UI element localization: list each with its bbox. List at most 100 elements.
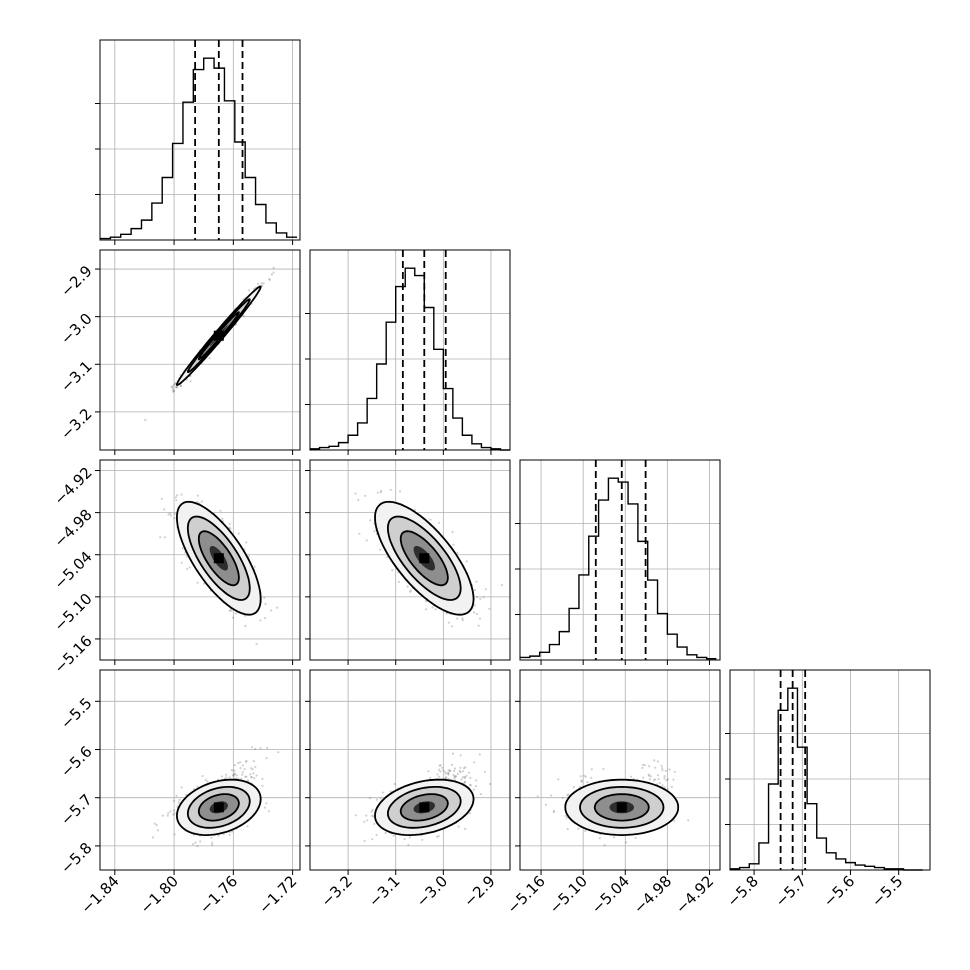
scatter-point (228, 609, 231, 612)
scatter-point (208, 357, 211, 360)
scatter-point (159, 536, 162, 539)
scatter-point (250, 767, 253, 770)
scatter-point (664, 769, 668, 772)
scatter-point (174, 382, 177, 385)
scatter-point (179, 384, 182, 387)
scatter-point (376, 491, 379, 494)
scatter-point (439, 764, 442, 767)
scatter-point (666, 788, 669, 791)
scatter-panel-2-3 (519, 669, 721, 871)
scatter-point (379, 548, 382, 551)
scatter-point (191, 843, 195, 846)
scatter-point (358, 532, 361, 535)
scatter-point (276, 606, 279, 609)
scatter-point (457, 825, 460, 828)
scatter-point (456, 551, 459, 554)
scatter-point (673, 770, 676, 773)
scatter-point (230, 769, 233, 772)
scatter-point (473, 604, 476, 607)
scatter-point (445, 776, 448, 780)
scatter-point (451, 752, 455, 755)
scatter-point (475, 779, 478, 782)
scatter-point (259, 619, 262, 622)
scatter-point (167, 513, 170, 516)
scatter-point (179, 384, 182, 387)
scatter-point (469, 784, 472, 787)
scatter-point (393, 782, 396, 786)
scatter-point (169, 514, 172, 517)
density-peak (213, 330, 224, 341)
scatter-point (194, 841, 197, 844)
scatter-point (170, 385, 173, 388)
scatter-point (364, 494, 367, 497)
panel-content (159, 493, 279, 646)
scatter-point (176, 386, 179, 389)
scatter-point (259, 747, 262, 750)
scatter-point (437, 834, 440, 838)
scatter-point (479, 597, 482, 600)
scatter-point (225, 773, 228, 776)
scatter-point (475, 580, 478, 583)
scatter-point (175, 499, 178, 502)
scatter-point (453, 777, 456, 780)
scatter-point (449, 769, 452, 772)
scatter-point (180, 561, 183, 564)
scatter-point (389, 488, 392, 491)
scatter-point (444, 772, 447, 775)
panel-content (151, 746, 280, 848)
scatter-point (225, 776, 228, 779)
scatter-point (473, 588, 476, 592)
scatter-point (451, 530, 454, 534)
scatter-point (413, 508, 416, 511)
scatter-point (231, 774, 234, 777)
histogram-step-line (730, 687, 923, 871)
scatter-point (235, 777, 239, 780)
scatter-point (169, 810, 172, 813)
scatter-point (373, 530, 376, 533)
scatter-point (233, 764, 237, 767)
scatter-point (429, 518, 432, 521)
scatter-point (663, 786, 666, 789)
scatter-point (196, 785, 199, 788)
scatter-point (268, 278, 271, 281)
scatter-point (424, 599, 427, 603)
scatter-point (483, 770, 486, 773)
scatter-point (482, 596, 485, 599)
scatter-point (458, 769, 461, 773)
scatter-point (192, 788, 195, 791)
scatter-point (552, 809, 556, 813)
scatter-point (174, 496, 177, 499)
scatter-point (666, 778, 670, 781)
scatter-point (436, 773, 439, 776)
scatter-point (469, 812, 472, 815)
scatter-point (211, 843, 214, 847)
panel-frame (99, 39, 301, 241)
scatter-point (163, 536, 166, 539)
scatter-point (566, 794, 569, 797)
panel-frame (309, 669, 511, 871)
scatter-point (468, 771, 471, 774)
scatter-point (603, 844, 606, 847)
scatter-point (389, 790, 392, 793)
scatter-point (612, 836, 616, 839)
scatter-point (381, 791, 384, 794)
scatter-point (189, 380, 192, 383)
scatter-point (477, 624, 480, 627)
scatter-point (230, 609, 233, 612)
scatter-point (228, 522, 231, 525)
scatter-point (255, 643, 258, 646)
panel-frame (519, 459, 721, 661)
scatter-point (479, 793, 482, 796)
scatter-point (171, 390, 175, 393)
scatter-point (176, 494, 179, 497)
scatter-point (447, 621, 450, 624)
scatter-point (178, 798, 181, 802)
scatter-point (237, 532, 240, 535)
panel-frame (309, 249, 511, 451)
scatter-point (155, 823, 158, 827)
scatter-point (586, 781, 589, 784)
scatter-point (371, 814, 374, 817)
scatter-point (398, 490, 402, 493)
scatter-point (266, 746, 269, 750)
scatter-point (173, 812, 176, 815)
